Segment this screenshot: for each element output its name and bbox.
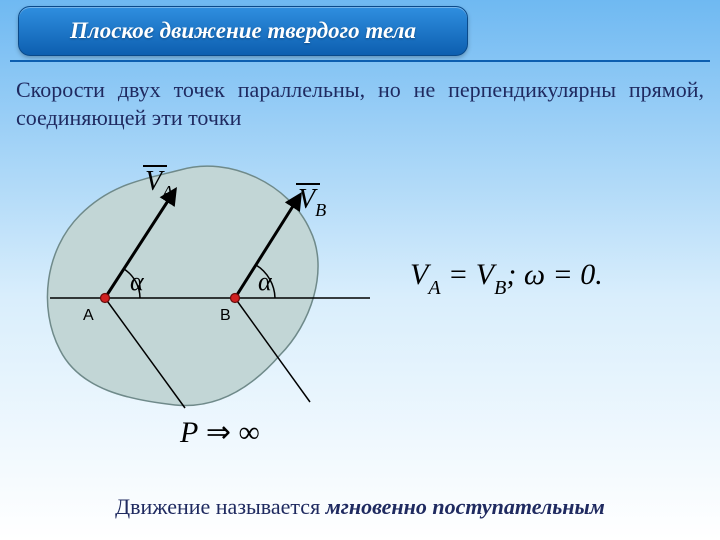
label-va: VA (143, 166, 174, 202)
kinematics-diagram: VA VB α α А В (10, 140, 390, 430)
point-b (231, 294, 240, 303)
label-alpha-a: α (130, 267, 145, 296)
title-underline (10, 60, 710, 62)
caption-emphasis: мгновенно поступательным (326, 494, 605, 519)
label-point-a: А (83, 307, 94, 324)
formula-va-eq-vb: VA = VB; ω = 0. (410, 258, 603, 297)
label-alpha-b: α (258, 267, 273, 296)
title-banner: Плоское движение твердого тела (18, 6, 468, 56)
slide-page: Плоское движение твердого тела Скорости … (0, 0, 720, 540)
point-a (101, 294, 110, 303)
label-va-text: VA (145, 166, 174, 202)
label-vb-text: VB (298, 184, 326, 220)
label-vb: VB (296, 184, 326, 220)
formula-p-infinity: P ⇒ ∞ (180, 415, 260, 450)
slide-paragraph: Скорости двух точек параллельны, но не п… (16, 76, 704, 131)
slide-title: Плоское движение твердого тела (70, 18, 416, 44)
slide-caption: Движение называется мгновенно поступател… (0, 494, 720, 520)
label-point-b: В (220, 307, 231, 324)
body-blob (47, 166, 318, 405)
caption-plain: Движение называется (115, 494, 326, 519)
